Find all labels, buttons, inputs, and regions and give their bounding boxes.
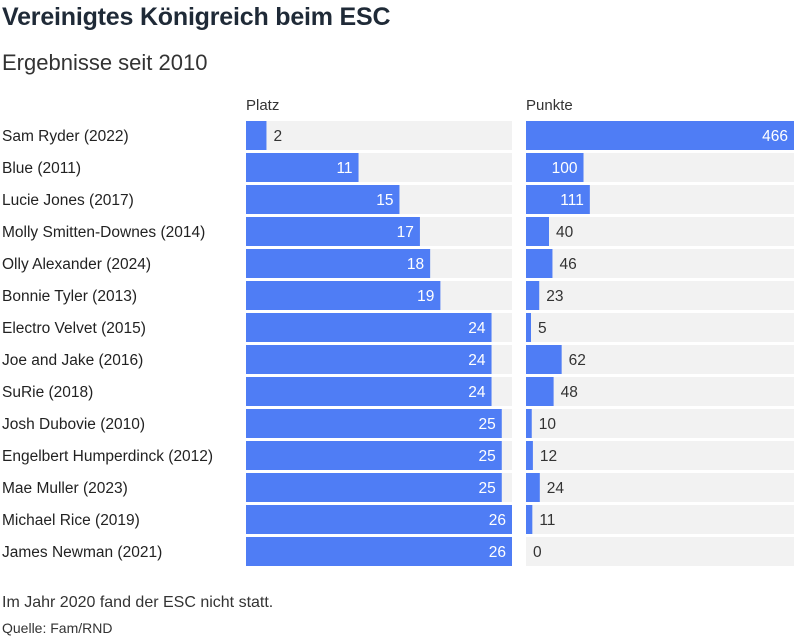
punkte-bar (526, 217, 550, 246)
chart-title: Vereinigtes Königreich beim ESC (2, 3, 391, 31)
punkte-track (526, 281, 794, 310)
punkte-track (526, 313, 794, 342)
punkte-track (526, 377, 794, 406)
column-header-punkte: Punkte (526, 97, 573, 114)
category-label: SuRie (2018) (2, 384, 93, 401)
platz-bar (246, 537, 512, 566)
punkte-track (526, 249, 794, 278)
platz-value-label: 24 (468, 384, 486, 401)
punkte-value-label: 10 (539, 416, 557, 433)
footnote: Im Jahr 2020 fand der ESC nicht statt. (2, 594, 274, 611)
punkte-value-label: 5 (538, 320, 547, 337)
punkte-bar (526, 153, 584, 182)
platz-bar (246, 377, 492, 406)
punkte-bar (526, 377, 554, 406)
category-label: Bonnie Tyler (2013) (2, 288, 137, 305)
punkte-value-label: 48 (561, 384, 578, 401)
punkte-value-label: 11 (539, 512, 555, 529)
category-label: Josh Dubovie (2010) (2, 416, 145, 433)
punkte-track (526, 537, 794, 566)
platz-value-label: 2 (273, 128, 282, 145)
platz-bar (246, 249, 431, 278)
platz-value-label: 19 (417, 288, 434, 305)
category-label: James Newman (2021) (2, 544, 162, 561)
punkte-bar (526, 281, 540, 310)
chart-subtitle: Ergebnisse seit 2010 (2, 50, 208, 75)
platz-bar (246, 345, 492, 374)
platz-value-label: 26 (489, 544, 506, 561)
platz-bar (246, 217, 420, 246)
punkte-track (526, 345, 794, 374)
punkte-bar (526, 185, 590, 214)
punkte-bar (526, 313, 531, 342)
platz-bar (246, 313, 492, 342)
platz-bar (246, 121, 267, 150)
platz-bar (246, 153, 359, 182)
platz-value-label: 18 (407, 256, 424, 273)
punkte-bar (526, 249, 553, 278)
punkte-bar (526, 505, 533, 534)
punkte-value-label: 100 (552, 160, 578, 177)
punkte-value-label: 0 (533, 544, 542, 561)
punkte-track (526, 505, 794, 534)
category-label: Joe and Jake (2016) (2, 352, 143, 369)
category-label: Blue (2011) (2, 160, 81, 177)
column-header-platz: Platz (246, 97, 280, 114)
platz-value-label: 17 (397, 224, 414, 241)
category-label: Mae Muller (2023) (2, 480, 128, 497)
platz-value-label: 11 (336, 160, 352, 177)
platz-value-label: 24 (468, 352, 486, 369)
platz-track (246, 121, 512, 150)
category-label: Michael Rice (2019) (2, 512, 140, 529)
platz-value-label: 25 (479, 480, 496, 497)
punkte-value-label: 23 (546, 288, 563, 305)
punkte-value-label: 466 (762, 128, 788, 145)
category-label: Electro Velvet (2015) (2, 320, 146, 337)
punkte-bar (526, 409, 532, 438)
platz-bar (246, 473, 502, 502)
category-label: Lucie Jones (2017) (2, 192, 134, 209)
punkte-bar (526, 441, 533, 470)
punkte-track (526, 473, 794, 502)
source-note: Quelle: Fam/RND (2, 620, 113, 636)
punkte-value-label: 62 (569, 352, 586, 369)
platz-bar (246, 409, 502, 438)
punkte-bar (526, 121, 794, 150)
platz-bar (246, 281, 441, 310)
punkte-value-label: 111 (560, 192, 584, 209)
platz-value-label: 15 (376, 192, 393, 209)
platz-value-label: 25 (479, 416, 496, 433)
punkte-bar (526, 345, 562, 374)
punkte-value-label: 12 (540, 448, 557, 465)
punkte-bar (526, 473, 540, 502)
platz-value-label: 24 (468, 320, 486, 337)
punkte-value-label: 24 (547, 480, 565, 497)
punkte-track (526, 409, 794, 438)
platz-value-label: 25 (479, 448, 496, 465)
platz-bar (246, 505, 512, 534)
platz-value-label: 26 (489, 512, 506, 529)
punkte-track (526, 441, 794, 470)
punkte-value-label: 40 (556, 224, 574, 241)
platz-bar (246, 441, 502, 470)
platz-bar (246, 185, 400, 214)
category-label: Engelbert Humperdinck (2012) (2, 448, 213, 465)
punkte-track (526, 217, 794, 246)
punkte-value-label: 46 (559, 256, 576, 273)
category-label: Molly Smitten-Downes (2014) (2, 224, 205, 241)
category-label: Olly Alexander (2024) (2, 256, 151, 273)
category-label: Sam Ryder (2022) (2, 128, 129, 145)
